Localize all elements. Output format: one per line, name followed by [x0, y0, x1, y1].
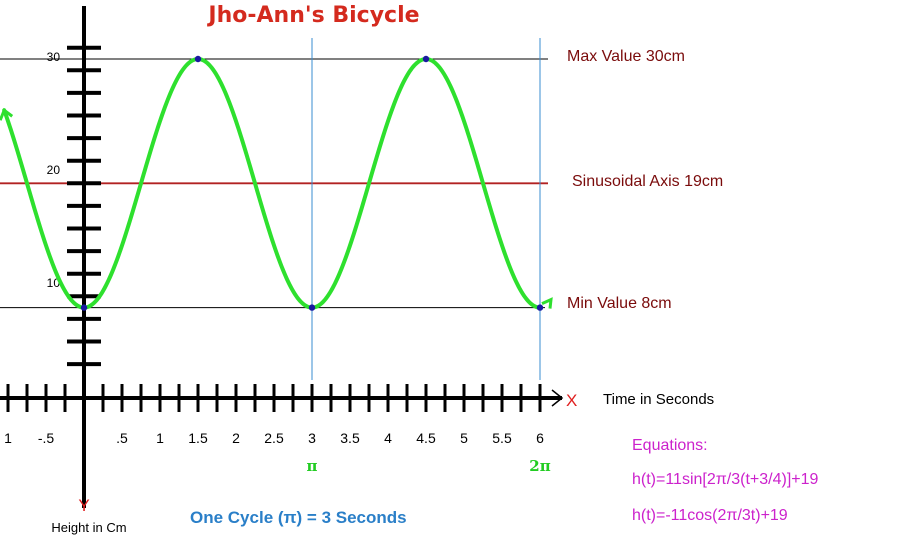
x-tick-label: 5.5 — [492, 430, 512, 446]
x-tick-label: 6 — [536, 430, 544, 446]
equation-cosine: h(t)=-11cos(2π/3t)+19 — [632, 507, 788, 524]
y-tick-label: 10 — [47, 276, 61, 290]
x-tick-label: 3 — [308, 430, 316, 446]
x-tick-label: 3.5 — [340, 430, 360, 446]
data-point — [80, 304, 88, 311]
sinusoid-series — [0, 56, 553, 310]
max-value-label: Max Value 30cm — [567, 48, 685, 65]
x-tick-label: -.5 — [38, 430, 55, 446]
highlighted-points — [80, 55, 544, 311]
x-tick-label: 2.5 — [264, 430, 284, 446]
x-pi-label: 2π — [529, 457, 550, 475]
y-tick-label: 20 — [47, 163, 61, 177]
x-axis-letter: X — [566, 391, 577, 410]
cycle-note: One Cycle (π) = 3 Seconds — [190, 508, 407, 527]
y-axis-label: Height in Cm — [51, 520, 126, 535]
min-value-label: Min Value 8cm — [567, 295, 672, 312]
data-point — [308, 304, 316, 311]
x-tick-label: 4 — [384, 430, 392, 446]
x-tick-label: 4.5 — [416, 430, 436, 446]
y-axis: 10 20 30 — [47, 6, 101, 508]
sinusoidal-axis-label: Sinusoidal Axis 19cm — [572, 173, 723, 190]
y-axis-letter: Y — [78, 496, 89, 515]
vertical-guide-lines — [311, 38, 541, 380]
x-tick-label: 1 — [4, 430, 12, 446]
x-tick-label: 1.5 — [188, 430, 208, 446]
x-pi-label: π — [307, 457, 318, 475]
x-tick-label: 1 — [156, 430, 164, 446]
data-point — [422, 55, 430, 63]
x-axis: 1 -.5 .5 1 1.5 2 2.5 3 3.5 4 4.5 5 5.5 6 π 2π — [0, 384, 564, 475]
chart-title: Jho-Ann's Bicycle — [206, 3, 419, 28]
equation-sine: h(t)=11sin[2π/3(t+3/4)]+19 — [632, 471, 819, 488]
x-tick-label: 5 — [460, 430, 468, 446]
x-tick-label: 2 — [232, 430, 240, 446]
series-start-arrow — [0, 107, 14, 121]
series-end-arrow — [541, 297, 553, 309]
data-point — [194, 55, 202, 63]
y-tick-label: 30 — [47, 50, 61, 64]
data-point — [536, 304, 544, 311]
x-axis-arrowhead — [551, 389, 564, 407]
x-axis-label: Time in Seconds — [603, 391, 714, 408]
series-line — [2, 56, 542, 310]
x-tick-label: .5 — [116, 430, 128, 446]
equations-title: Equations: — [632, 437, 708, 454]
